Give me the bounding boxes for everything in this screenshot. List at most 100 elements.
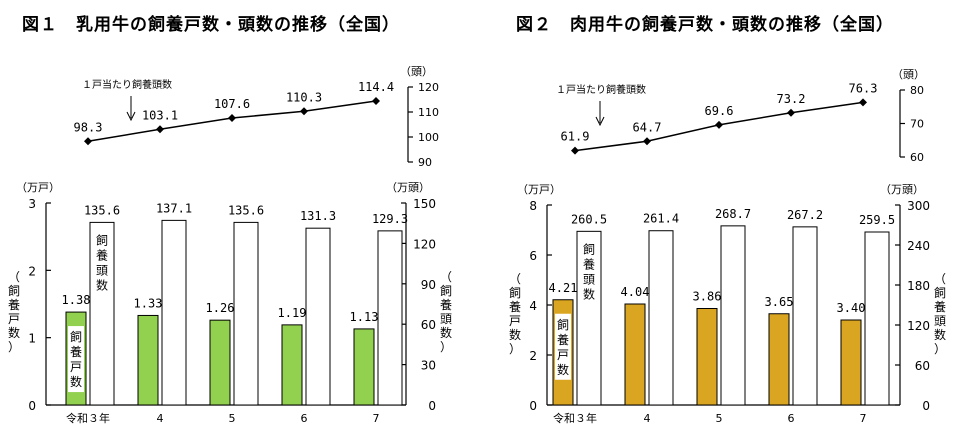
figure2-chart: 607080（頭）61.964.769.673.276.3１戸当たり飼養頭数02… <box>509 68 946 425</box>
line-y-tick-label: 120 <box>418 81 439 94</box>
head-count-bar <box>305 227 331 406</box>
x-tick-label: 7 <box>373 412 380 425</box>
per-household-series-label: １戸当たり飼養頭数 <box>82 78 172 91</box>
x-tick-label: 5 <box>229 412 236 425</box>
households-bar <box>209 319 231 406</box>
households-in-bar-label: 飼養戸数 <box>70 329 82 389</box>
households-value-label: 4.04 <box>621 285 650 299</box>
per-household-point <box>787 108 795 117</box>
per-household-point <box>300 107 308 116</box>
x-tick-label: 7 <box>860 412 867 425</box>
right-y-tick-label: 30 <box>421 359 436 373</box>
right-y-tick-label: 90 <box>421 278 436 292</box>
right-y-tick-label: 0 <box>428 399 436 413</box>
households-value-label: 1.33 <box>134 296 163 310</box>
per-household-point <box>84 137 92 146</box>
head-count-bar <box>161 219 187 406</box>
head-count-bar <box>864 231 890 406</box>
head-count-value-label: 261.4 <box>643 212 679 226</box>
households-value-label: 4.21 <box>549 281 578 295</box>
households-bar <box>624 303 646 406</box>
head-count-bar <box>720 225 746 406</box>
left-axis-title: （飼養戸数） <box>509 272 521 356</box>
households-in-bar-label-bg <box>555 313 571 380</box>
x-tick-label: 4 <box>157 412 164 425</box>
left-y-tick-label: 0 <box>529 399 537 413</box>
right-axis-title: （飼養頭数） <box>934 272 946 356</box>
left-unit-label: （万戸） <box>16 181 60 194</box>
head-count-value-label: 129.3 <box>372 212 408 226</box>
line-y-tick-label: 80 <box>910 84 924 97</box>
per-household-value-label: 76.3 <box>849 81 878 95</box>
households-bar <box>768 313 790 406</box>
households-value-label: 3.65 <box>765 295 794 309</box>
per-household-value-label: 69.6 <box>705 104 734 118</box>
right-y-tick-label: 150 <box>413 197 436 211</box>
head-count-value-label: 135.6 <box>228 203 264 217</box>
line-unit-label: （頭） <box>400 65 433 78</box>
per-household-point <box>372 97 380 105</box>
per-household-point <box>859 98 867 107</box>
x-tick-label: 6 <box>301 412 308 425</box>
households-bar <box>840 319 862 406</box>
per-household-point <box>715 120 723 129</box>
per-household-value-label: 98.3 <box>74 120 103 134</box>
line-y-tick-label: 100 <box>418 131 439 144</box>
per-household-series-label: １戸当たり飼養頭数 <box>556 83 646 96</box>
right-y-tick-label: 60 <box>421 318 436 332</box>
head-count-value-label: 135.6 <box>84 203 120 217</box>
head-count-bar <box>233 221 259 406</box>
households-value-label: 1.26 <box>206 301 235 315</box>
right-y-tick-label: 120 <box>413 237 436 251</box>
per-household-point <box>156 125 164 134</box>
households-value-label: 1.19 <box>278 306 307 320</box>
line-y-tick-label: 90 <box>418 156 432 169</box>
households-in-bar-label: 飼養戸数 <box>557 317 569 377</box>
line-y-tick-label: 60 <box>910 151 924 164</box>
figure1-title: 図１ 乳用牛の飼養戸数・頭数の推移（全国） <box>22 15 400 35</box>
left-y-tick-label: 1 <box>28 332 36 346</box>
households-value-label: 3.86 <box>693 290 722 304</box>
right-y-tick-label: 300 <box>907 199 930 213</box>
left-y-tick-label: 2 <box>529 349 537 363</box>
x-tick-label: 令和３年 <box>553 411 597 425</box>
head-count-value-label: 267.2 <box>787 208 823 222</box>
per-household-point <box>571 146 579 155</box>
head-count-bar <box>89 221 115 406</box>
x-tick-label: 6 <box>788 412 795 425</box>
left-y-tick-label: 2 <box>28 264 36 278</box>
households-bar <box>353 328 375 406</box>
per-household-value-label: 64.7 <box>633 120 662 134</box>
right-y-tick-label: 60 <box>915 359 930 373</box>
head-count-value-label: 259.5 <box>859 213 895 227</box>
right-y-tick-label: 180 <box>907 279 930 293</box>
per-household-value-label: 114.4 <box>358 80 394 94</box>
per-household-point <box>643 137 651 146</box>
right-y-tick-label: 120 <box>907 319 930 333</box>
per-household-value-label: 73.2 <box>777 92 806 106</box>
head-count-bar <box>576 230 602 406</box>
households-value-label: 3.40 <box>837 301 866 315</box>
per-household-value-label: 110.3 <box>286 90 322 104</box>
head-count-value-label: 268.7 <box>715 207 751 221</box>
left-axis-title: （飼養戸数） <box>8 270 20 354</box>
head-count-value-label: 137.1 <box>156 201 192 215</box>
left-y-tick-label: 4 <box>529 299 537 313</box>
per-household-value-label: 107.6 <box>214 97 250 111</box>
head-count-bar <box>377 230 403 406</box>
figure2-title: 図２ 肉用牛の飼養戸数・頭数の推移（全国） <box>516 15 894 35</box>
per-household-point <box>228 114 236 122</box>
households-bar <box>696 308 718 406</box>
left-y-tick-label: 0 <box>28 399 36 413</box>
arrow-head <box>126 111 136 122</box>
arrow-head <box>595 116 605 127</box>
left-y-tick-label: 6 <box>529 249 537 263</box>
left-unit-label: （万戸） <box>517 183 561 196</box>
households-value-label: 1.38 <box>62 293 91 307</box>
line-y-tick-label: 110 <box>418 106 439 119</box>
head-count-in-bar-label: 飼養頭数 <box>96 232 108 292</box>
per-household-value-label: 61.9 <box>561 130 590 144</box>
head-count-bar <box>792 226 818 406</box>
right-y-tick-label: 0 <box>922 399 930 413</box>
